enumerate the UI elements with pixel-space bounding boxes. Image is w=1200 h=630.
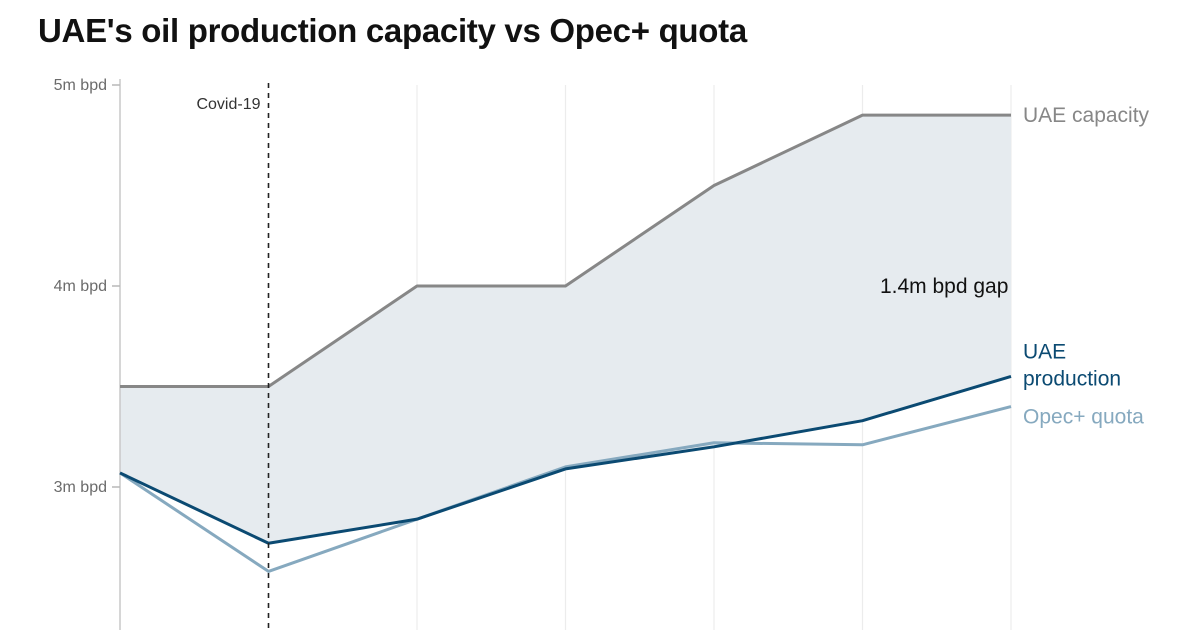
gap-annotation: 1.4m bpd gap	[880, 275, 1008, 298]
series-line-opec-quota	[119, 405, 1012, 573]
y-tick-label: 3m bpd	[54, 479, 107, 496]
covid-label: Covid-19	[196, 96, 260, 113]
y-tick-label: 4m bpd	[54, 278, 107, 295]
gap-fill-area	[120, 115, 1011, 544]
series-label-uae-capacity: UAE capacity	[1023, 104, 1150, 127]
series-label-uae-production: UAE	[1023, 340, 1066, 363]
annotations: Covid-19 1.4m bpd gap	[196, 83, 1008, 630]
series-label-uae-production: production	[1023, 367, 1121, 390]
series-labels: UAE capacity UAE production Opec+ quota	[1023, 104, 1150, 428]
chart-title: UAE's oil production capacity vs Opec+ q…	[38, 12, 747, 49]
y-tick-label: 5m bpd	[54, 77, 107, 94]
series-label-opec-quota: Opec+ quota	[1023, 406, 1144, 429]
y-axis: 5m bpd 4m bpd 3m bpd	[54, 77, 121, 630]
gap-fill-layer	[120, 115, 1011, 544]
